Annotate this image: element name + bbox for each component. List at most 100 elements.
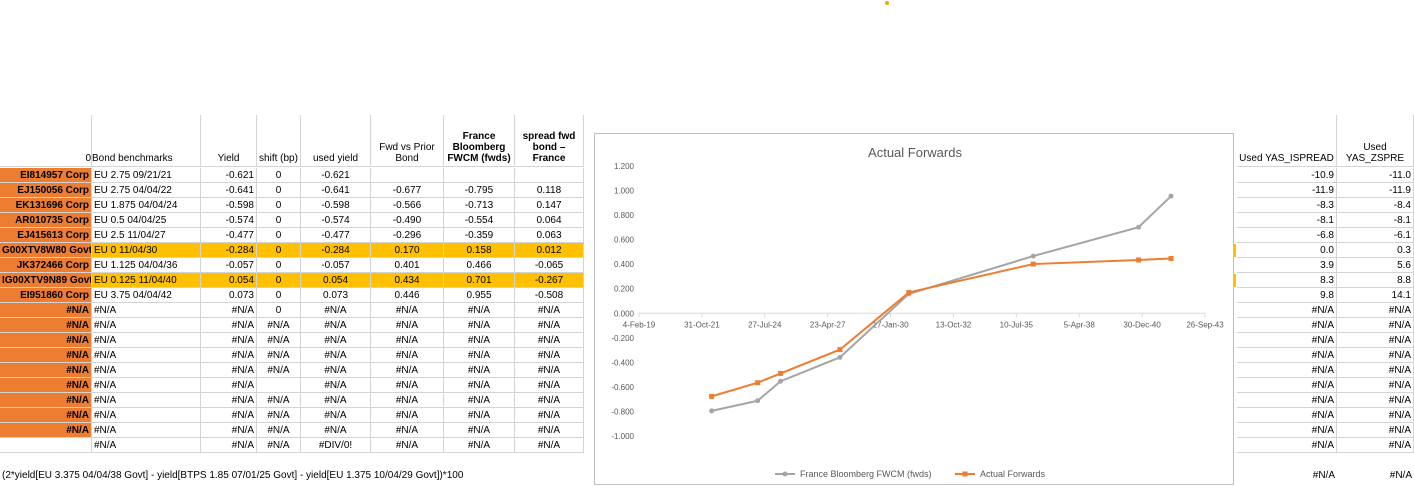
cell-fwd[interactable]: #N/A	[371, 348, 444, 363]
cell-bond[interactable]: #N/A	[92, 438, 201, 453]
cell-yield[interactable]: #N/A	[201, 423, 257, 438]
cell-ispread[interactable]: #N/A	[1237, 393, 1337, 408]
cell-used[interactable]: #N/A	[301, 423, 371, 438]
cell-shift[interactable]: 0	[257, 243, 301, 258]
cell-ispread[interactable]: -8.1	[1237, 213, 1337, 228]
cell-shift[interactable]: 0	[257, 258, 301, 273]
header-yas-zspread[interactable]: Used YAS_ZSPRE	[1337, 115, 1414, 167]
cell-fr[interactable]: #N/A	[444, 438, 515, 453]
cell-fr[interactable]: #N/A	[444, 303, 515, 318]
cell-ticker[interactable]: EI814957 Corp	[0, 168, 92, 183]
header-france-fwcm[interactable]: France Bloomberg FWCM (fwds)	[444, 115, 515, 167]
cell-ticker[interactable]: #N/A	[0, 378, 92, 393]
cell-used[interactable]: 0.054	[301, 273, 371, 288]
cell-zspread[interactable]: 0.3	[1337, 243, 1414, 258]
cell-fr[interactable]: -0.795	[444, 183, 515, 198]
cell-zspread[interactable]: 5.6	[1337, 258, 1414, 273]
cell-spread[interactable]: #N/A	[515, 438, 584, 453]
cell-ticker[interactable]: EJ150056 Corp	[0, 183, 92, 198]
cell-ticker[interactable]: EI951860 Corp	[0, 288, 92, 303]
cell-yield[interactable]: #N/A	[201, 333, 257, 348]
cell-fwd[interactable]: -0.296	[371, 228, 444, 243]
cell-ispread[interactable]: #N/A	[1237, 408, 1337, 423]
cell-spread[interactable]: -0.267	[515, 273, 584, 288]
cell-spread[interactable]: #N/A	[515, 333, 584, 348]
cell-ticker[interactable]: #N/A	[0, 333, 92, 348]
cell-used[interactable]: #N/A	[301, 333, 371, 348]
cell-fr[interactable]: #N/A	[444, 378, 515, 393]
cell-fwd[interactable]: #N/A	[371, 393, 444, 408]
cell-zspread[interactable]: -11.0	[1337, 168, 1414, 183]
cell-ispread[interactable]: #N/A	[1237, 423, 1337, 438]
cell-fr[interactable]: #N/A	[444, 408, 515, 423]
cell-ticker[interactable]: JK372466 Corp	[0, 258, 92, 273]
cell-fr[interactable]: #N/A	[444, 363, 515, 378]
cell-shift[interactable]: #N/A	[257, 408, 301, 423]
cell-ticker[interactable]: #N/A	[0, 303, 92, 318]
cell-fwd[interactable]: #N/A	[371, 438, 444, 453]
cell-spread[interactable]: -0.508	[515, 288, 584, 303]
cell-ticker[interactable]: #N/A	[0, 408, 92, 423]
cell-zspread[interactable]: #N/A	[1337, 408, 1414, 423]
cell-shift[interactable]: #N/A	[257, 318, 301, 333]
cell-used[interactable]: #N/A	[301, 393, 371, 408]
cell-yield[interactable]: #N/A	[201, 348, 257, 363]
cell-bond[interactable]: #N/A	[92, 318, 201, 333]
cell-fr[interactable]: -0.713	[444, 198, 515, 213]
cell-yield[interactable]: -0.621	[201, 168, 257, 183]
cell-used[interactable]: -0.598	[301, 198, 371, 213]
cell-ticker[interactable]: #N/A	[0, 348, 92, 363]
formula-ispread[interactable]: #N/A	[1312, 470, 1335, 481]
cell-bond[interactable]: EU 1.875 04/04/24	[92, 198, 201, 213]
cell-fwd[interactable]: #N/A	[371, 333, 444, 348]
cell-yield[interactable]: -0.477	[201, 228, 257, 243]
cell-shift[interactable]: 0	[257, 198, 301, 213]
cell-spread[interactable]: #N/A	[515, 408, 584, 423]
cell-used[interactable]: #N/A	[301, 348, 371, 363]
cell-yield[interactable]: -0.641	[201, 183, 257, 198]
cell-shift[interactable]: #N/A	[257, 333, 301, 348]
cell-bond[interactable]: EU 1.125 04/04/36	[92, 258, 201, 273]
cell-used[interactable]: -0.477	[301, 228, 371, 243]
cell-used[interactable]: #N/A	[301, 378, 371, 393]
cell-used[interactable]: -0.284	[301, 243, 371, 258]
cell-spread[interactable]: 0.064	[515, 213, 584, 228]
cell-ispread[interactable]: #N/A	[1237, 438, 1337, 453]
cell-zspread[interactable]: #N/A	[1337, 363, 1414, 378]
cell-fr[interactable]: -0.359	[444, 228, 515, 243]
formula-text[interactable]: (2*yield[EU 3.375 04/04/38 Govt] - yield…	[2, 470, 464, 481]
cell-bond[interactable]: EU 2.75 09/21/21	[92, 168, 201, 183]
cell-fr[interactable]: #N/A	[444, 333, 515, 348]
cell-zspread[interactable]: #N/A	[1337, 378, 1414, 393]
cell-bond[interactable]: EU 0.5 04/04/25	[92, 213, 201, 228]
cell-yield[interactable]: -0.284	[201, 243, 257, 258]
cell-shift[interactable]: #N/A	[257, 423, 301, 438]
cell-used[interactable]: #N/A	[301, 318, 371, 333]
cell-ticker[interactable]: #N/A	[0, 318, 92, 333]
cell-fr[interactable]	[444, 168, 515, 183]
cell-zspread[interactable]: #N/A	[1337, 303, 1414, 318]
cell-yield[interactable]: #N/A	[201, 438, 257, 453]
cell-ticker[interactable]: IG00XTV9N89 Govt	[0, 273, 92, 288]
cell-bond[interactable]: EU 2.5 11/04/27	[92, 228, 201, 243]
cell-ispread[interactable]: 3.9	[1237, 258, 1337, 273]
cell-bond[interactable]: #N/A	[92, 423, 201, 438]
cell-zspread[interactable]: #N/A	[1337, 438, 1414, 453]
cell-ispread[interactable]: #N/A	[1237, 318, 1337, 333]
header-fwd-vs-prior[interactable]: Fwd vs Prior Bond	[371, 115, 444, 167]
cell-zspread[interactable]: #N/A	[1337, 333, 1414, 348]
header-yield[interactable]: Yield	[201, 115, 257, 167]
cell-bond[interactable]: #N/A	[92, 363, 201, 378]
cell-zspread[interactable]: -11.9	[1337, 183, 1414, 198]
cell-zspread[interactable]: #N/A	[1337, 393, 1414, 408]
cell-shift[interactable]: #N/A	[257, 438, 301, 453]
cell-yield[interactable]: 0.054	[201, 273, 257, 288]
cell-bond[interactable]: EU 0.125 11/04/40	[92, 273, 201, 288]
cell-fwd[interactable]: #N/A	[371, 408, 444, 423]
cell-fr[interactable]: 0.955	[444, 288, 515, 303]
cell-zspread[interactable]: 14.1	[1337, 288, 1414, 303]
cell-shift[interactable]: 0	[257, 303, 301, 318]
cell-ticker[interactable]: #N/A	[0, 393, 92, 408]
cell-bond[interactable]: EU 0 11/04/30	[92, 243, 201, 258]
cell-shift[interactable]: 0	[257, 273, 301, 288]
